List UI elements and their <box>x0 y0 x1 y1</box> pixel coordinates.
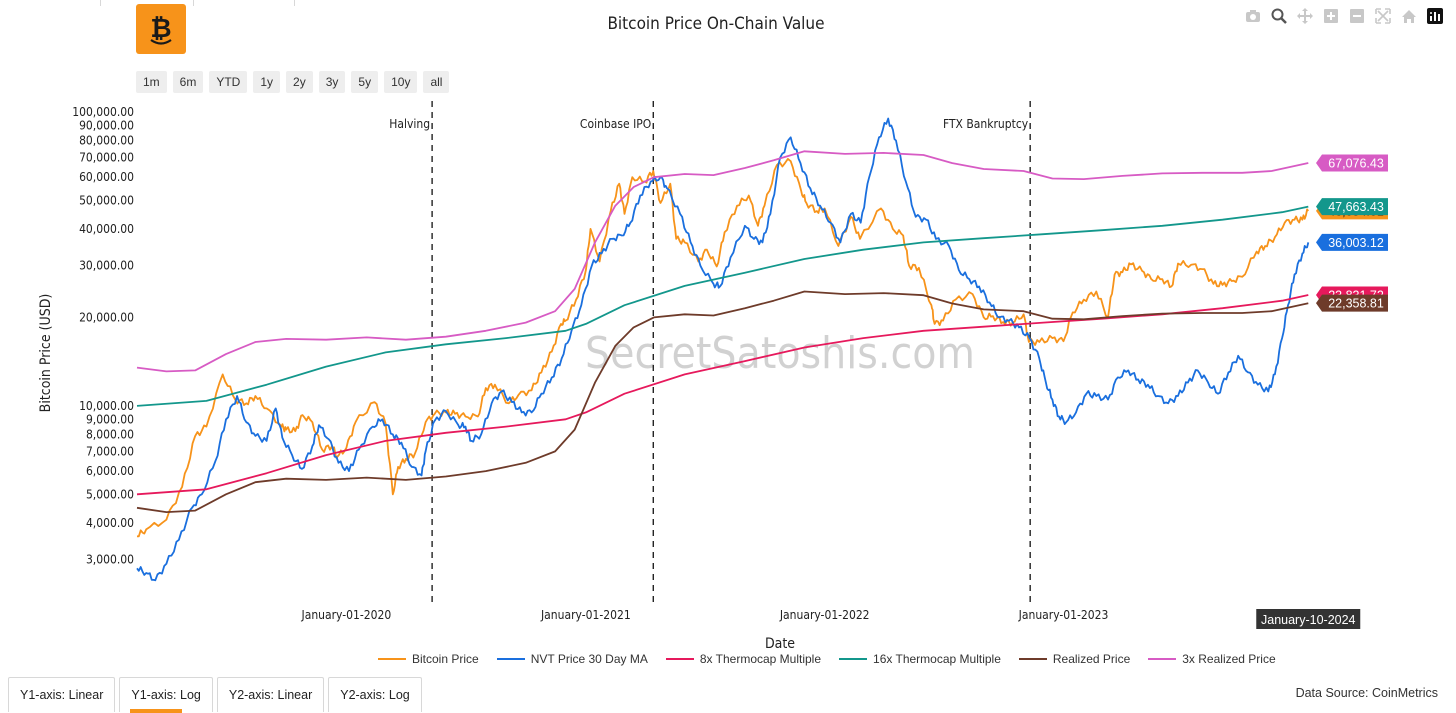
legend-item-realized-price[interactable]: Realized Price <box>1018 652 1131 666</box>
legend-swatch <box>665 658 694 660</box>
range-button-all[interactable]: all <box>423 71 450 93</box>
zoom-icon[interactable] <box>1268 6 1290 26</box>
y-tick-label: 80,000.00 <box>79 133 134 147</box>
y-tick-label: 5,000.00 <box>86 487 134 501</box>
camera-icon[interactable] <box>1242 6 1264 26</box>
modebar <box>1242 6 1446 26</box>
legend-label: 8x Thermocap Multiple <box>699 652 822 666</box>
y-tick-label: 20,000.00 <box>79 310 134 324</box>
range-button-5y[interactable]: 5y <box>351 71 379 93</box>
legend-item-8x-thermocap[interactable]: 8x Thermocap Multiple <box>665 652 822 666</box>
tab-y1-log[interactable]: Y1-axis: Log <box>119 677 213 712</box>
legend-label: 3x Realized Price <box>1182 652 1276 666</box>
series-line-5 <box>136 150 1309 373</box>
legend-item-nvt-price[interactable]: NVT Price 30 Day MA <box>496 652 648 666</box>
last-value-badge <box>1316 198 1388 216</box>
last-value-label: 47,663.43 <box>1328 200 1384 214</box>
range-button-ytd[interactable]: YTD <box>209 71 248 93</box>
range-button-6m[interactable]: 6m <box>172 71 204 93</box>
last-value-badge <box>1316 154 1388 172</box>
y-tick-label: 100,000.00 <box>72 105 134 119</box>
last-value-badge <box>1316 233 1388 251</box>
legend-swatch <box>1148 658 1177 660</box>
autoscale-icon[interactable] <box>1372 6 1394 26</box>
last-value-label: 22,358.81 <box>1328 297 1384 311</box>
y-tick-label: 4,000.00 <box>86 516 134 530</box>
hover-date-badge <box>1256 609 1361 629</box>
y-tick-label: 60,000.00 <box>79 170 134 184</box>
range-button-10y[interactable]: 10y <box>384 71 418 93</box>
bitcoin-logo-icon: ₿ <box>150 14 172 45</box>
series-line-0 <box>136 158 1310 538</box>
bitcoin-logo: ₿ <box>136 4 186 54</box>
legend-label: Bitcoin Price <box>412 652 479 666</box>
y-tick-label: 30,000.00 <box>79 259 134 273</box>
series-line-3 <box>136 205 1309 407</box>
range-button-2y[interactable]: 2y <box>286 71 313 93</box>
y-tick-label: 50,000.00 <box>79 193 134 207</box>
event-label: Halving <box>389 117 430 131</box>
data-source: Data Source: CoinMetrics <box>1295 686 1438 700</box>
hover-date-label: January-10-2024 <box>1261 613 1356 627</box>
range-button-1m[interactable]: 1m <box>136 71 167 93</box>
y-tick-label: 6,000.00 <box>86 464 134 478</box>
event-label: FTX Bankruptcy <box>943 117 1029 131</box>
legend-label: Realized Price <box>1052 652 1131 666</box>
zoom-in-icon[interactable] <box>1320 6 1342 26</box>
legend: Bitcoin Price NVT Price 30 Day MA 8x The… <box>378 652 1276 666</box>
legend-label: NVT Price 30 Day MA <box>530 652 648 666</box>
plotly-logo-icon[interactable] <box>1424 6 1446 26</box>
range-selector: 1m 6m YTD 1y 2y 3y 5y 10y all <box>136 71 450 93</box>
legend-item-bitcoin-price[interactable]: Bitcoin Price <box>378 652 479 666</box>
series-line-2 <box>136 294 1309 496</box>
y-tick-label: 90,000.00 <box>79 118 134 132</box>
y-tick-label: 70,000.00 <box>79 151 134 165</box>
y-tick-label: 3,000.00 <box>86 553 134 567</box>
tab-y2-linear[interactable]: Y2-axis: Linear <box>216 677 325 712</box>
last-value-label: 67,076.43 <box>1328 156 1384 170</box>
zoom-out-icon[interactable] <box>1346 6 1368 26</box>
pan-icon[interactable] <box>1294 6 1316 26</box>
svg-text:₿: ₿ <box>150 14 171 44</box>
axis-tabs: Y1-axis: Linear Y1-axis: Log Y2-axis: Li… <box>8 677 422 712</box>
range-button-1y[interactable]: 1y <box>253 71 281 93</box>
range-button-3y[interactable]: 3y <box>318 71 346 93</box>
series-line-1 <box>136 117 1310 582</box>
top-divider <box>0 0 1456 6</box>
legend-swatch <box>378 658 406 660</box>
y-tick-label: 7,000.00 <box>86 444 134 458</box>
x-tick-label: January-01-2020 <box>301 608 392 622</box>
legend-label: 16x Thermocap Multiple <box>873 652 1001 666</box>
x-tick-label: January-01-2022 <box>779 608 870 622</box>
y-axis-title: Bitcoin Price (USD) <box>38 294 54 413</box>
y-tick-label: 8,000.00 <box>86 427 134 441</box>
legend-item-3x-realized-price[interactable]: 3x Realized Price <box>1148 652 1276 666</box>
y-tick-label: 10,000.00 <box>79 399 134 413</box>
event-label: Coinbase IPO <box>580 117 651 131</box>
x-tick-label: January-01-2023 <box>1018 608 1109 622</box>
y-tick-label: 9,000.00 <box>86 412 134 426</box>
home-icon[interactable] <box>1398 6 1420 26</box>
last-value-label: 36,003.12 <box>1328 236 1384 250</box>
legend-swatch <box>839 658 868 660</box>
tab-y2-log[interactable]: Y2-axis: Log <box>328 677 422 712</box>
tab-y1-linear[interactable]: Y1-axis: Linear <box>8 677 116 712</box>
x-tick-label: January-01-2021 <box>540 608 631 622</box>
legend-item-16x-thermocap[interactable]: 16x Thermocap Multiple <box>839 652 1001 666</box>
last-value-badge <box>1316 294 1388 312</box>
chart-title: Bitcoin Price On-Chain Value <box>607 14 825 34</box>
active-tab-indicator <box>130 709 182 713</box>
legend-swatch <box>1018 658 1047 660</box>
series-line-4 <box>136 290 1309 513</box>
legend-swatch <box>496 658 525 660</box>
y-tick-label: 40,000.00 <box>79 222 134 236</box>
x-axis-title: Date <box>765 636 795 652</box>
